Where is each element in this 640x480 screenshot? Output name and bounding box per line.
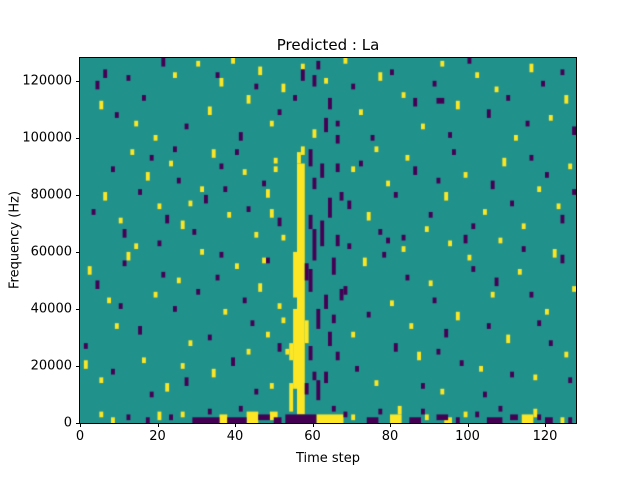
y-tick-label: 20000 [30, 358, 72, 374]
x-tick-label: 60 [304, 429, 321, 444]
y-tick-label: 120000 [22, 73, 72, 89]
y-axis-label: Frequency (Hz) [7, 190, 23, 290]
x-tick-mark [545, 423, 546, 427]
x-tick-mark [80, 423, 81, 427]
chart-title: Predicted : La [276, 36, 380, 54]
y-tick-mark [76, 251, 80, 253]
x-tick-label: 80 [381, 429, 399, 444]
x-tick-label: 20 [149, 429, 166, 444]
x-tick-mark [467, 423, 469, 427]
x-tick-label: 100 [455, 429, 480, 444]
x-axis-label: Time step [295, 451, 361, 466]
y-tick-mark [76, 137, 80, 139]
y-tick-label: 100000 [22, 130, 72, 146]
y-tick-mark [76, 423, 80, 424]
y-tick-label: 80000 [30, 187, 72, 203]
x-tick-mark [390, 423, 391, 427]
x-tick-mark [157, 423, 159, 427]
y-tick-label: 0 [63, 415, 72, 431]
x-tick-label: 40 [226, 429, 244, 444]
x-tick-mark [235, 423, 236, 427]
x-tick-label: 0 [75, 429, 85, 444]
y-tick-mark [76, 308, 80, 310]
x-tick-label: 120 [532, 429, 558, 444]
y-tick-label: 60000 [30, 244, 72, 260]
y-tick-mark [76, 365, 80, 367]
y-tick-mark [76, 80, 80, 82]
y-tick-mark [76, 194, 80, 196]
heatmap-canvas [80, 58, 576, 423]
x-tick-mark [312, 423, 314, 427]
y-tick-label: 40000 [30, 301, 72, 317]
plot-area: 0 20 40 60 80 100 120 0 20000 40000 60000 80000 1000… [22, 57, 577, 444]
